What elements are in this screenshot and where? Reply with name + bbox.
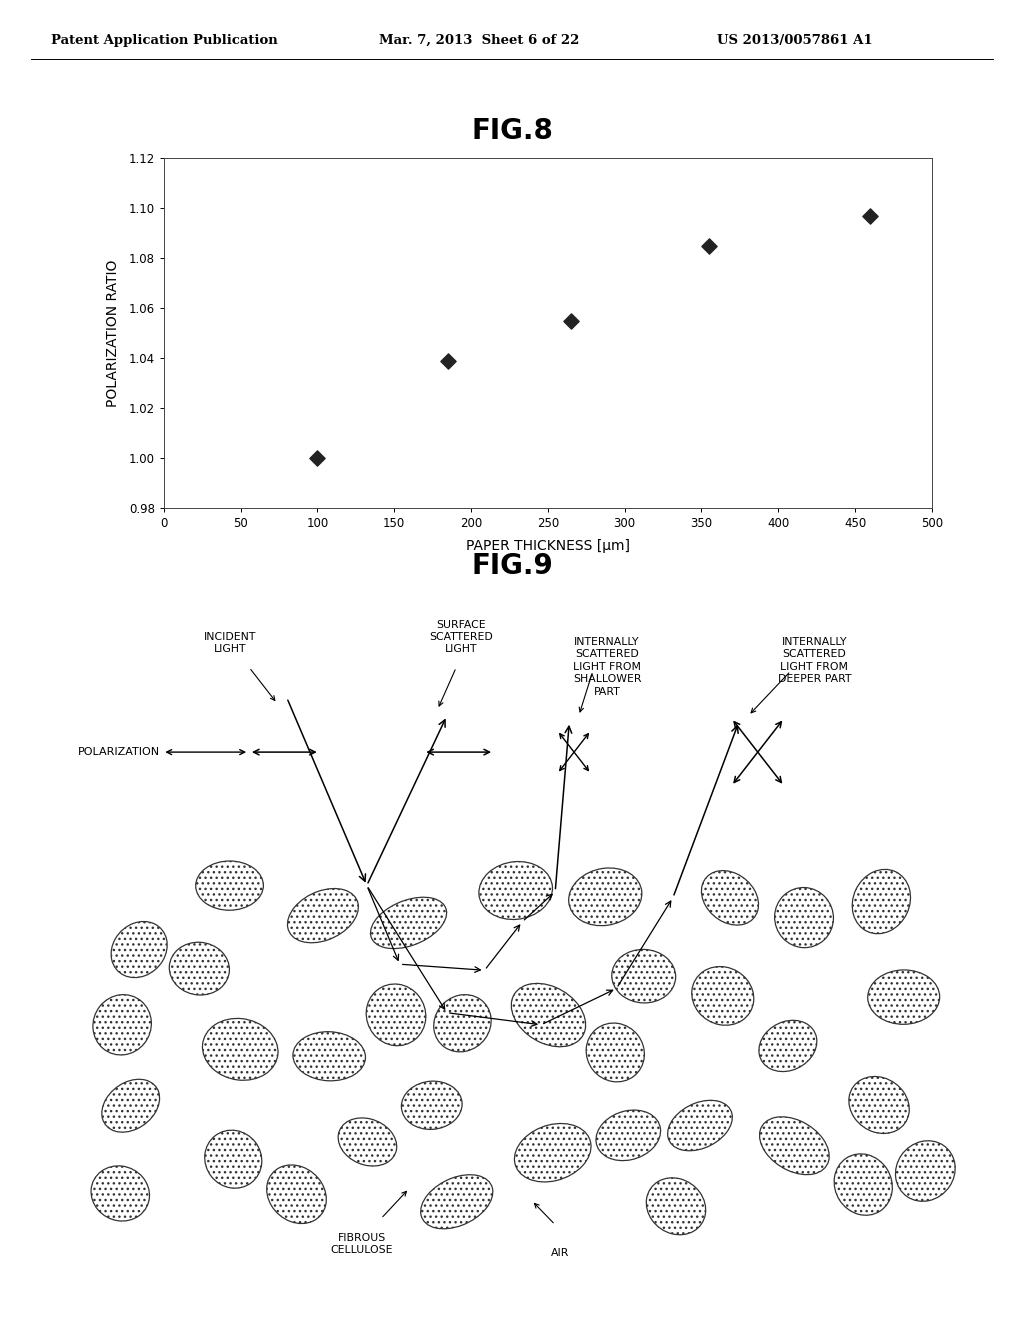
Ellipse shape	[266, 1166, 327, 1224]
Text: INTERNALLY
SCATTERED
LIGHT FROM
SHALLOWER
PART: INTERNALLY SCATTERED LIGHT FROM SHALLOWE…	[572, 638, 641, 697]
Ellipse shape	[611, 949, 676, 1003]
Ellipse shape	[646, 1177, 706, 1234]
Ellipse shape	[760, 1117, 829, 1175]
Ellipse shape	[835, 1154, 892, 1216]
Text: US 2013/0057861 A1: US 2013/0057861 A1	[717, 33, 872, 46]
Text: Patent Application Publication: Patent Application Publication	[51, 33, 278, 46]
Ellipse shape	[288, 888, 358, 942]
Ellipse shape	[93, 995, 152, 1055]
Ellipse shape	[852, 870, 910, 933]
Ellipse shape	[169, 942, 229, 995]
X-axis label: PAPER THICKNESS [μm]: PAPER THICKNESS [μm]	[466, 539, 630, 553]
Ellipse shape	[205, 1130, 262, 1188]
Ellipse shape	[895, 1140, 955, 1201]
Text: FIG.9: FIG.9	[471, 552, 553, 581]
Ellipse shape	[101, 1080, 160, 1133]
Ellipse shape	[701, 871, 759, 925]
Ellipse shape	[91, 1166, 150, 1221]
Text: FIBROUS
CELLULOSE: FIBROUS CELLULOSE	[331, 1233, 393, 1255]
Ellipse shape	[867, 970, 940, 1024]
Ellipse shape	[479, 862, 553, 920]
Ellipse shape	[759, 1020, 817, 1072]
Ellipse shape	[668, 1101, 732, 1151]
Y-axis label: POLARIZATION RATIO: POLARIZATION RATIO	[106, 260, 120, 407]
Ellipse shape	[203, 1019, 278, 1080]
Ellipse shape	[371, 898, 446, 949]
Ellipse shape	[421, 1175, 493, 1229]
Point	[700, 235, 717, 256]
Point	[440, 350, 457, 371]
Ellipse shape	[568, 869, 642, 925]
Point	[862, 206, 879, 227]
Point	[563, 310, 580, 331]
Point	[309, 447, 326, 469]
Ellipse shape	[586, 1023, 644, 1082]
Text: SURFACE
SCATTERED
LIGHT: SURFACE SCATTERED LIGHT	[429, 619, 493, 655]
Ellipse shape	[774, 887, 834, 948]
Text: Mar. 7, 2013  Sheet 6 of 22: Mar. 7, 2013 Sheet 6 of 22	[379, 33, 580, 46]
Ellipse shape	[692, 966, 754, 1026]
Ellipse shape	[367, 983, 426, 1045]
Text: INCIDENT
LIGHT: INCIDENT LIGHT	[204, 632, 256, 655]
Ellipse shape	[196, 861, 263, 911]
Ellipse shape	[514, 1123, 591, 1181]
Ellipse shape	[338, 1118, 396, 1166]
Ellipse shape	[293, 1032, 366, 1081]
Ellipse shape	[511, 983, 586, 1047]
Ellipse shape	[849, 1077, 909, 1134]
Ellipse shape	[401, 1081, 462, 1130]
Ellipse shape	[596, 1110, 660, 1160]
Text: INTERNALLY
SCATTERED
LIGHT FROM
DEEPER PART: INTERNALLY SCATTERED LIGHT FROM DEEPER P…	[777, 638, 851, 684]
Ellipse shape	[112, 921, 167, 978]
Text: AIR: AIR	[551, 1247, 569, 1258]
Text: POLARIZATION: POLARIZATION	[78, 747, 160, 758]
Ellipse shape	[434, 995, 492, 1052]
Text: FIG.8: FIG.8	[471, 116, 553, 145]
